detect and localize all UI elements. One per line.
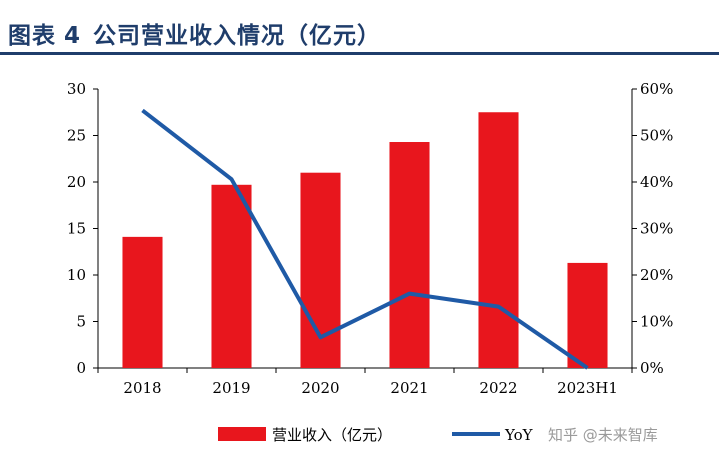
bar xyxy=(567,262,608,368)
x-tick-label: 2020 xyxy=(301,379,339,397)
y2-tick-label: 10% xyxy=(640,313,673,331)
y2-tick-label: 20% xyxy=(640,266,673,284)
y-tick-label: 30 xyxy=(67,80,86,98)
y2-tick-label: 60% xyxy=(640,80,673,98)
legend-bar-swatch xyxy=(218,427,266,441)
bar xyxy=(478,112,519,368)
x-tick-label: 2023H1 xyxy=(557,379,618,397)
legend: 营业收入（亿元） YoY 知乎 @未来智库 xyxy=(218,426,658,444)
x-tick-label: 2021 xyxy=(390,379,428,397)
x-tick-label: 2018 xyxy=(123,379,161,397)
y2-tick-label: 30% xyxy=(640,220,673,238)
legend-line-label: YoY xyxy=(504,426,534,444)
figure-number: 4 xyxy=(64,23,82,49)
y-tick-label: 15 xyxy=(67,220,86,238)
header-rule xyxy=(0,52,719,55)
y-tick-label: 10 xyxy=(67,266,86,284)
bar xyxy=(211,184,252,368)
bar xyxy=(389,142,430,368)
figure-label: 图表 xyxy=(8,23,56,49)
x-tick-label: 2019 xyxy=(212,379,250,397)
y-tick-label: 0 xyxy=(76,359,86,377)
figure-header: 图表 4 公司营业收入情况（亿元） xyxy=(0,0,719,60)
y2-tick-label: 40% xyxy=(640,173,673,191)
legend-bar-label: 营业收入（亿元） xyxy=(272,426,392,444)
bars-group xyxy=(122,112,608,368)
y-tick-label: 20 xyxy=(67,173,86,191)
line-group xyxy=(141,108,589,370)
watermark: 知乎 @未来智库 xyxy=(548,426,658,444)
figure-title-text: 公司营业收入情况（亿元） xyxy=(93,23,382,49)
y2-tick-label: 0% xyxy=(640,359,664,377)
axes-group: 0 5 10 15 20 25 30 0% 10% 20% 30% 40% 50% 60% 2018 2019… xyxy=(67,80,673,397)
yoy-line xyxy=(141,108,589,370)
figure-title: 图表 4 公司营业收入情况（亿元） xyxy=(8,16,381,50)
y-tick-label: 25 xyxy=(67,127,86,145)
y2-tick-label: 50% xyxy=(640,127,673,145)
y-tick-label: 5 xyxy=(76,313,86,331)
x-tick-label: 2022 xyxy=(479,379,517,397)
bar xyxy=(122,236,163,368)
